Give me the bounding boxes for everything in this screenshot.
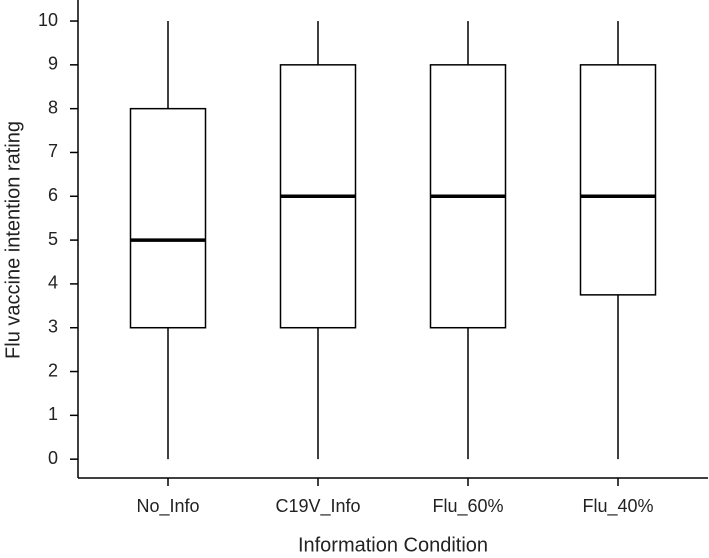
x-axis-label: Information Condition: [298, 534, 488, 556]
y-tick-label: 1: [48, 404, 58, 424]
box: [129, 107, 207, 329]
y-tick-label: 4: [48, 273, 58, 293]
y-tick-label: 9: [48, 54, 58, 74]
y-tick-label: 7: [48, 141, 58, 161]
x-tick-label: C19V_Info: [275, 496, 360, 517]
y-tick-label: 10: [38, 10, 58, 30]
y-tick-label: 6: [48, 185, 58, 205]
x-tick-label: No_Info: [136, 496, 199, 517]
y-tick-label: 8: [48, 97, 58, 117]
x-tick-label: Flu_40%: [582, 496, 653, 517]
box: [579, 64, 657, 296]
y-axis-label: Flu vaccine intention rating: [2, 121, 24, 359]
y-tick-label: 2: [48, 360, 58, 380]
y-tick-label: 5: [48, 229, 58, 249]
y-tick-label: 3: [48, 316, 58, 336]
x-tick-label: Flu_60%: [432, 496, 503, 517]
y-tick-label: 0: [48, 448, 58, 468]
